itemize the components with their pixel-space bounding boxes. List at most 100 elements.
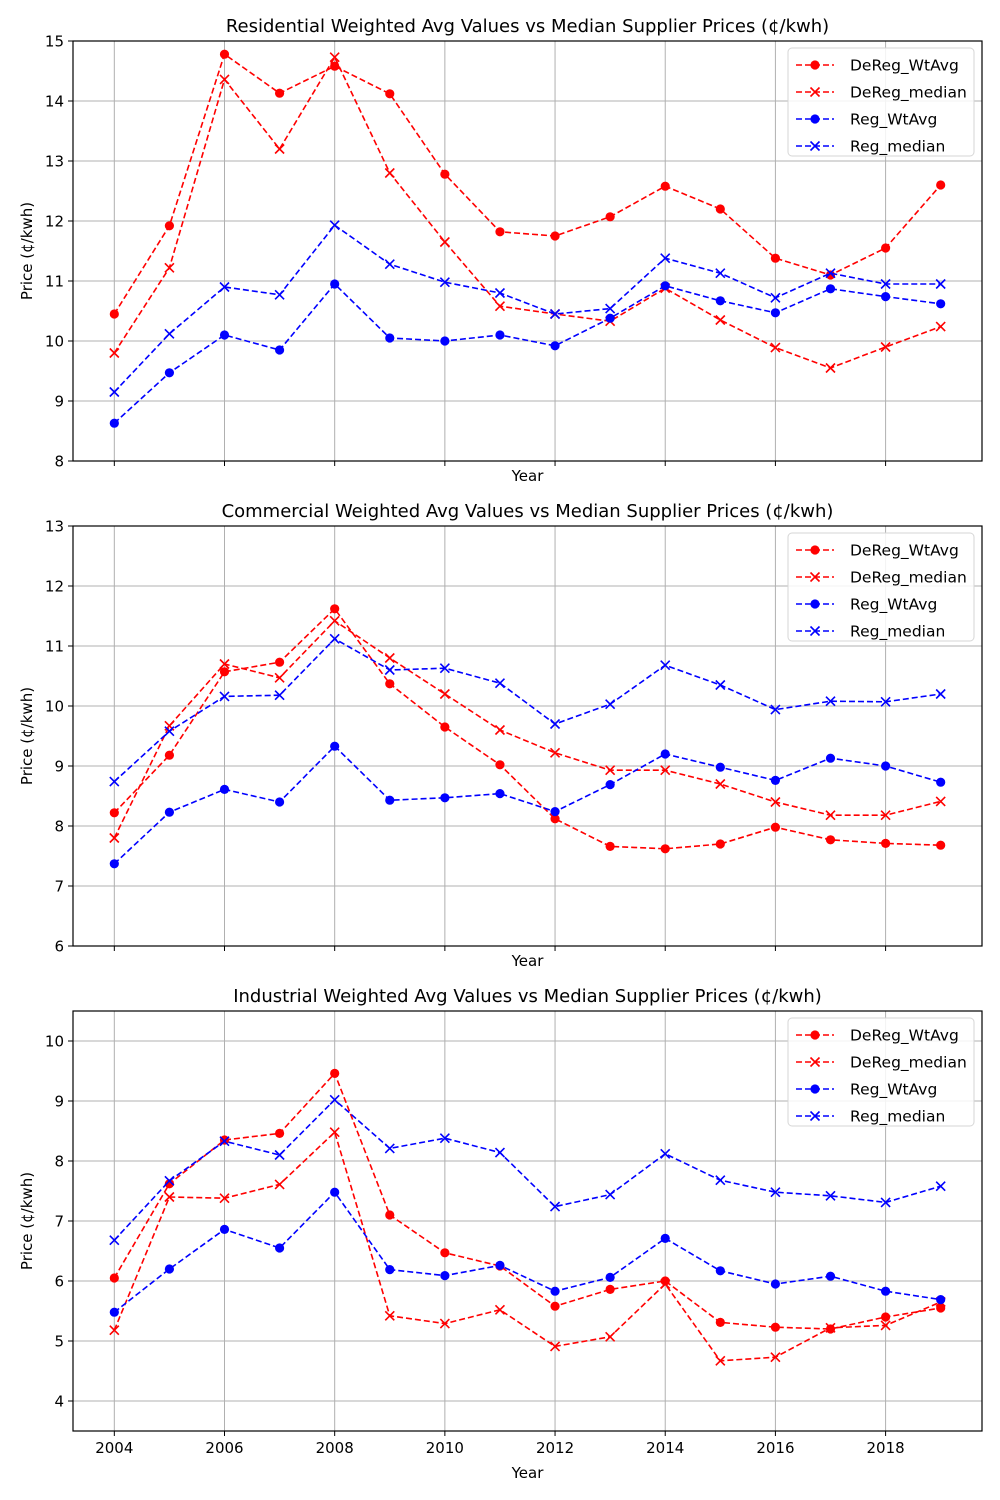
y-axis-label: Price (¢/kwh) <box>18 1172 36 1270</box>
y-tick-label: 13 <box>45 153 64 171</box>
y-tick-label: 10 <box>45 698 64 716</box>
data-point-DeReg_WtAvg-2012 <box>550 1301 560 1311</box>
legend-label: DeReg_WtAvg <box>850 542 959 561</box>
data-point-DeReg_WtAvg-2006 <box>219 667 230 677</box>
legend-label: DeReg_median <box>850 1054 967 1073</box>
data-point-DeReg_WtAvg-2010 <box>440 722 450 732</box>
data-point-DeReg_WtAvg-2006 <box>219 49 230 59</box>
y-tick-label: 9 <box>54 393 64 411</box>
data-point-Reg_median-2005 <box>164 726 175 737</box>
data-point-Reg_median-2018 <box>880 278 891 290</box>
data-point-DeReg_median-2007 <box>274 1179 285 1190</box>
y-tick-label: 8 <box>54 1153 64 1171</box>
data-point-Reg_WtAvg-2019 <box>936 777 946 787</box>
data-point-Reg_WtAvg-2016 <box>770 308 781 318</box>
data-point-Reg_WtAvg-2015 <box>715 762 725 772</box>
legend-marker-x-icon <box>809 1056 821 1068</box>
data-point-DeReg_WtAvg-2014 <box>660 1276 670 1286</box>
data-point-DeReg_WtAvg-2007 <box>274 657 285 667</box>
data-point-Reg_median-2014 <box>660 253 671 264</box>
data-point-Reg_WtAvg-2004 <box>109 418 119 428</box>
data-point-Reg_WtAvg-2018 <box>880 292 891 302</box>
data-point-DeReg_median-2011 <box>494 301 506 312</box>
data-point-DeReg_median-2008 <box>329 1127 340 1138</box>
y-tick-label: 12 <box>45 213 64 231</box>
data-point-Reg_median-2006 <box>219 1136 230 1147</box>
legend-marker-circle-icon <box>810 599 820 609</box>
y-tick-label: 10 <box>45 333 64 351</box>
legend-item-DeReg_median: DeReg_median <box>796 569 967 588</box>
y-tick-label: 5 <box>54 1333 64 1351</box>
data-point-Reg_median-2009 <box>384 1143 395 1154</box>
data-point-Reg_median-2011 <box>494 1147 506 1158</box>
chart-title: Residential Weighted Avg Values vs Media… <box>226 16 829 37</box>
legend-label: Reg_median <box>850 138 945 157</box>
data-point-Reg_median-2005 <box>164 328 175 339</box>
y-tick-label: 10 <box>45 1033 64 1051</box>
x-tick-label: 2012 <box>536 1439 574 1457</box>
data-point-DeReg_WtAvg-2015 <box>715 839 725 849</box>
y-tick-label: 15 <box>45 33 64 51</box>
legend-marker-x-icon <box>809 571 821 583</box>
x-tick-label: 2004 <box>95 1439 133 1457</box>
data-point-Reg_median-2014 <box>660 1148 671 1159</box>
legend-box <box>787 1017 975 1127</box>
legend-marker-x-icon <box>809 86 821 98</box>
data-point-DeReg_WtAvg-2019 <box>936 840 946 850</box>
data-point-Reg_WtAvg-2010 <box>440 1271 450 1281</box>
data-point-DeReg_WtAvg-2018 <box>880 243 891 253</box>
data-point-DeReg_WtAvg-2007 <box>274 88 285 98</box>
legend-marker-circle-icon <box>810 545 820 555</box>
legend-marker-x-icon <box>809 625 821 637</box>
data-point-Reg_WtAvg-2006 <box>219 330 230 340</box>
series-line-DeReg_WtAvg <box>113 1071 941 1330</box>
data-point-DeReg_WtAvg-2015 <box>715 1317 725 1327</box>
data-point-Reg_WtAvg-2013 <box>605 1272 615 1282</box>
legend-marker-x-icon <box>809 1110 821 1122</box>
data-point-Reg_median-2007 <box>274 289 285 300</box>
data-point-DeReg_WtAvg-2011 <box>495 227 505 237</box>
x-tick-label: 2018 <box>866 1439 904 1457</box>
data-point-DeReg_median-2005 <box>164 262 175 273</box>
x-tick-label: 2010 <box>426 1439 464 1457</box>
data-point-DeReg_WtAvg-2012 <box>550 814 560 824</box>
chart-title: Commercial Weighted Avg Values vs Median… <box>222 501 834 522</box>
x-tick-label: 2014 <box>646 1439 684 1457</box>
data-point-DeReg_median-2014 <box>660 1278 671 1290</box>
data-point-DeReg_median-2012 <box>549 747 561 758</box>
legend-item-DeReg_median: DeReg_median <box>796 1054 967 1073</box>
legend-label: DeReg_WtAvg <box>850 1027 959 1046</box>
data-point-Reg_median-2014 <box>660 660 671 671</box>
chart-title: Industrial Weighted Avg Values vs Median… <box>233 986 822 1007</box>
series-line-Reg_median <box>113 637 941 783</box>
data-point-DeReg_WtAvg-2004 <box>109 1273 119 1283</box>
y-tick-label: 6 <box>54 938 64 956</box>
data-point-Reg_median-2013 <box>605 303 616 314</box>
legend-label: DeReg_median <box>850 569 967 588</box>
data-point-DeReg_median-2019 <box>935 796 946 807</box>
data-point-DeReg_median-2017 <box>825 1322 836 1333</box>
data-point-DeReg_median-2014 <box>660 765 671 776</box>
data-point-Reg_WtAvg-2015 <box>715 296 725 306</box>
data-point-DeReg_median-2010 <box>439 688 450 700</box>
data-point-Reg_WtAvg-2005 <box>164 807 175 817</box>
data-point-DeReg_median-2009 <box>384 652 395 664</box>
data-point-Reg_WtAvg-2016 <box>770 1279 781 1289</box>
y-tick-label: 8 <box>54 453 64 471</box>
legend-marker-circle-icon <box>810 114 820 124</box>
data-point-DeReg_median-2006 <box>219 74 230 85</box>
data-point-DeReg_WtAvg-2016 <box>770 822 781 832</box>
data-point-Reg_median-2011 <box>494 287 506 299</box>
data-point-Reg_median-2004 <box>109 776 120 787</box>
data-point-Reg_median-2004 <box>109 386 120 398</box>
data-point-DeReg_median-2006 <box>219 1193 230 1204</box>
data-point-Reg_median-2015 <box>715 268 726 279</box>
data-point-Reg_median-2010 <box>439 663 450 674</box>
data-point-Reg_median-2019 <box>935 688 946 700</box>
chart-panel-3: 4 5 6 7 8 9 10 2004 2006 2008 2010 2012 2014 2016 2018… <box>18 986 983 1482</box>
data-point-DeReg_median-2008 <box>329 52 340 63</box>
y-tick-label: 7 <box>54 878 64 896</box>
legend-label: DeReg_median <box>850 84 967 103</box>
y-tick-label: 6 <box>54 1273 64 1291</box>
data-point-Reg_median-2017 <box>825 696 836 707</box>
